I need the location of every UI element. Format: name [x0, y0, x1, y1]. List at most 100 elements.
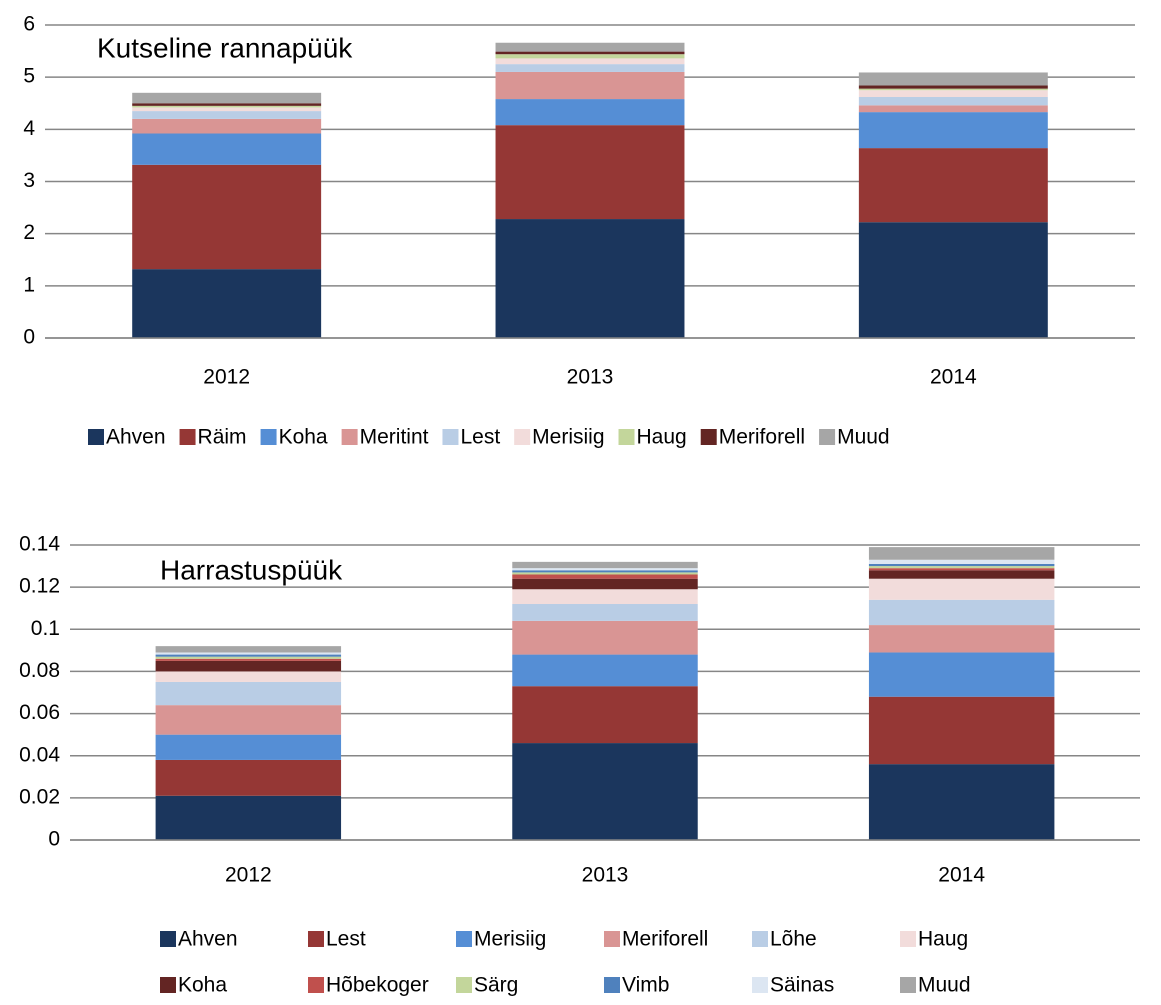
bar-segment [512, 620, 698, 655]
bar-segment [155, 646, 342, 653]
bar-segment [858, 112, 1048, 149]
legend-swatch [514, 429, 531, 445]
bar-segment [495, 64, 685, 72]
x-tick-label: 2014 [930, 366, 977, 389]
bar-segment [868, 559, 1055, 564]
bar-segment [155, 658, 342, 661]
y-tick-label: 2 [23, 221, 35, 244]
y-tick-label: 6 [23, 13, 35, 36]
x-tick-label: 2014 [938, 864, 985, 887]
legend-swatch [819, 429, 836, 445]
legend-swatch [179, 429, 196, 445]
legend-swatch [88, 429, 104, 445]
legend-label: Muud [918, 974, 971, 997]
bar-segment [858, 96, 1048, 106]
legend-swatch [308, 931, 324, 947]
bar-segment [155, 705, 342, 735]
bar-segment [495, 71, 685, 100]
legend-label: Lest [460, 426, 500, 449]
legend-label: Vimb [622, 974, 669, 997]
x-tick-label: 2012 [225, 864, 272, 887]
legend-label: Haug [918, 928, 968, 951]
bar-segment [495, 58, 685, 65]
y-tick-label: 1 [23, 273, 35, 296]
legend-label: Merisiig [532, 426, 604, 449]
bar-segment [512, 570, 698, 573]
legend-label: Lest [326, 928, 366, 951]
legend-swatch [900, 931, 916, 947]
bar-segment [155, 660, 342, 672]
legend-swatch [752, 931, 768, 947]
y-tick-label: 5 [23, 65, 35, 88]
bar-segment [858, 85, 1048, 89]
bar-segment [132, 107, 322, 112]
x-tick-label: 2012 [203, 366, 250, 389]
bar-segment [858, 148, 1048, 223]
bar-segment [495, 125, 685, 220]
legend-label: Koha [279, 426, 328, 449]
bar-segment [858, 88, 1048, 91]
y-tick-label: 0.12 [19, 575, 60, 598]
bar-segment [868, 568, 1055, 571]
bar-segment [132, 269, 322, 338]
legend-label: Haug [637, 426, 687, 449]
bar-segment [868, 547, 1055, 560]
bar-segment [512, 561, 698, 569]
bar-segment [512, 743, 698, 840]
legend-label: Säinas [770, 974, 834, 997]
legend-label: Hõbekoger [326, 974, 429, 997]
legend-swatch [752, 977, 768, 993]
bar-segment [155, 681, 342, 706]
bar-segment [155, 759, 342, 796]
y-tick-label: 0 [48, 828, 60, 851]
legend-swatch [604, 977, 620, 993]
bar-segment [858, 222, 1048, 338]
bar-segment [495, 54, 685, 59]
y-tick-label: 0.1 [31, 617, 60, 640]
bar-segment [132, 105, 322, 108]
bar-segment [858, 90, 1048, 97]
chart-title: Kutseline rannapüük [97, 32, 353, 63]
legend-swatch [456, 977, 472, 993]
y-tick-label: 0.02 [19, 785, 60, 808]
bar-segment [868, 764, 1055, 840]
bar-segment [512, 686, 698, 744]
bar-segment [868, 566, 1055, 569]
y-tick-label: 4 [23, 117, 35, 140]
bar-segment [132, 133, 322, 165]
legend-label: Lõhe [770, 928, 817, 951]
bar-segment [868, 696, 1055, 765]
bar-segment [868, 578, 1055, 600]
legend-label: Särg [474, 974, 518, 997]
bar-segment [495, 219, 685, 338]
x-tick-label: 2013 [567, 366, 614, 389]
bar-segment [512, 572, 698, 575]
bar-segment [155, 734, 342, 760]
legend-label: Meriforell [622, 928, 708, 951]
legend-swatch [900, 977, 916, 993]
bar-segment [512, 568, 698, 571]
bar-segment [868, 563, 1055, 567]
bar-segment [155, 652, 342, 655]
bar-segment [132, 111, 322, 119]
bar-segment [868, 599, 1055, 626]
legend-label: Räim [198, 426, 247, 449]
legend-swatch [604, 931, 620, 947]
legend-label: Merisiig [474, 928, 546, 951]
bar-segment [495, 51, 685, 55]
x-tick-label: 2013 [582, 864, 629, 887]
y-tick-label: 0 [23, 326, 35, 349]
bar-segment [868, 625, 1055, 653]
legend-label: Muud [837, 426, 890, 449]
bar-segment [512, 604, 698, 621]
y-tick-label: 0.04 [19, 743, 60, 766]
bar-segment [868, 570, 1055, 579]
bar-segment [495, 42, 685, 52]
bar-segment [155, 654, 342, 657]
legend-label: Ahven [178, 928, 238, 951]
legend-swatch [456, 931, 472, 947]
y-tick-label: 3 [23, 169, 35, 192]
bar-segment [132, 164, 322, 270]
bar-segment [868, 652, 1055, 697]
